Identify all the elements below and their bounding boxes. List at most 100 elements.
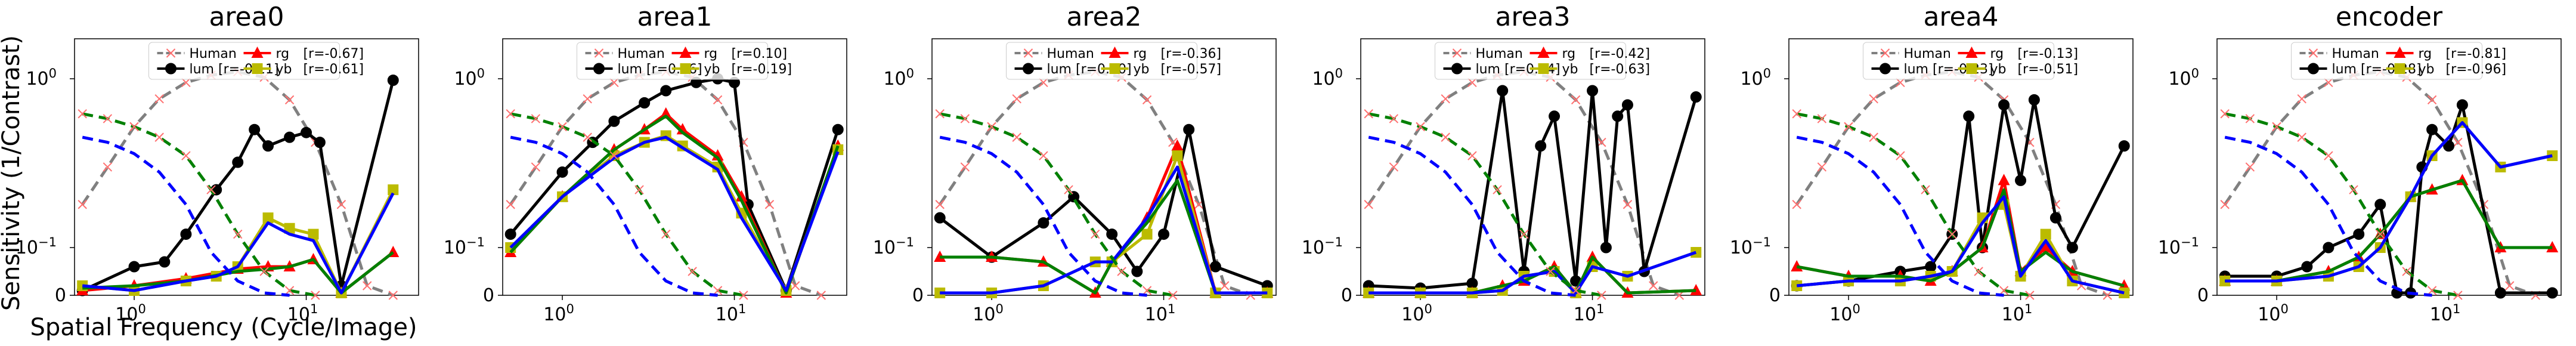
legend-label: Human bbox=[190, 47, 237, 61]
data-point-x bbox=[739, 291, 748, 300]
data-point-x bbox=[2324, 78, 2333, 88]
data-point-circle bbox=[2015, 174, 2027, 186]
legend-r-value: [r=-0.13] bbox=[2018, 47, 2079, 61]
data-point-triangle bbox=[1109, 47, 1121, 58]
series-rg bbox=[934, 139, 1274, 298]
data-point-x bbox=[1364, 109, 1373, 119]
data-point-x bbox=[935, 200, 945, 209]
legend-entry-yb: yb [r=-0.96] bbox=[2386, 62, 2506, 77]
series-human-rg bbox=[506, 109, 748, 300]
data-point-circle bbox=[249, 123, 261, 135]
legend-label: Human bbox=[618, 47, 665, 61]
y-tick-label: 100 bbox=[1312, 66, 1343, 89]
series-line bbox=[940, 165, 1268, 295]
data-point-x bbox=[960, 114, 970, 123]
data-point-x bbox=[713, 95, 723, 105]
axes-frame bbox=[74, 38, 419, 296]
data-point-circle bbox=[2374, 199, 2386, 211]
data-point-x bbox=[2297, 132, 2306, 142]
data-point-circle bbox=[1925, 261, 1937, 273]
data-point-x bbox=[336, 200, 346, 209]
data-point-x bbox=[1623, 200, 1633, 209]
data-point-square bbox=[2547, 150, 2558, 162]
data-point-x bbox=[154, 132, 164, 142]
legend-box bbox=[1435, 42, 1626, 80]
data-point-x bbox=[259, 267, 269, 276]
legend-box bbox=[2291, 42, 2482, 80]
data-point-triangle bbox=[1690, 284, 1702, 295]
data-point-x bbox=[154, 94, 164, 104]
legend-r-value: [r=-0.19] bbox=[732, 62, 792, 77]
series-rg bbox=[2219, 174, 2559, 286]
data-point-circle bbox=[2353, 228, 2365, 240]
legend-entry-Human: Human bbox=[157, 47, 237, 61]
data-point-triangle bbox=[2039, 241, 2052, 252]
data-point-x bbox=[1546, 267, 1555, 276]
data-point-x bbox=[181, 151, 191, 160]
data-point-x bbox=[1999, 286, 2009, 295]
data-point-x bbox=[2402, 267, 2411, 276]
data-point-square bbox=[2394, 63, 2405, 74]
data-point-x bbox=[103, 114, 113, 123]
data-point-x bbox=[594, 48, 604, 58]
series-human-yb bbox=[82, 135, 290, 297]
data-point-circle bbox=[2443, 140, 2455, 152]
y-tick-label: 10−1 bbox=[2158, 235, 2199, 258]
series-line bbox=[510, 112, 744, 297]
data-point-x bbox=[2427, 286, 2437, 295]
data-point-circle bbox=[284, 131, 296, 143]
x-tick-label: 101 bbox=[1574, 302, 1605, 325]
series-line bbox=[509, 135, 840, 292]
legend-label: Human bbox=[2332, 47, 2379, 61]
data-point-x bbox=[1896, 151, 1905, 160]
series-human-rg bbox=[1792, 109, 2035, 300]
data-point-x bbox=[1880, 48, 1890, 58]
y-tick-label: 10−1 bbox=[1730, 235, 1771, 258]
data-point-square bbox=[2119, 288, 2130, 298]
legend-box bbox=[1006, 42, 1197, 80]
data-point-x bbox=[388, 291, 398, 300]
data-point-x bbox=[103, 162, 113, 172]
series-human-yb bbox=[939, 135, 1147, 297]
series-human-yb bbox=[2224, 135, 2432, 297]
series-line bbox=[1368, 89, 1698, 290]
data-point-circle bbox=[2426, 123, 2438, 135]
y-tick-label: 10−1 bbox=[873, 235, 914, 258]
data-point-x bbox=[2453, 137, 2463, 147]
series-lum bbox=[504, 73, 844, 296]
legend-label: yb bbox=[276, 62, 292, 77]
series-yb-model bbox=[1796, 195, 2125, 295]
legend-label: rg bbox=[1134, 47, 1147, 61]
series-human-rg bbox=[78, 109, 320, 300]
series-yb-model bbox=[1368, 251, 1697, 295]
data-point-x bbox=[960, 162, 970, 172]
x-tick-label: 101 bbox=[716, 302, 747, 325]
data-point-circle bbox=[128, 261, 140, 273]
data-point-x bbox=[1597, 137, 1606, 147]
data-point-x bbox=[2220, 200, 2230, 209]
legend-r-value: [r=-0.67] bbox=[304, 47, 364, 61]
data-point-circle bbox=[1535, 140, 1547, 152]
data-point-x bbox=[531, 162, 541, 172]
series-line bbox=[1368, 112, 1602, 297]
data-point-x bbox=[1571, 286, 1581, 295]
legend-entry-yb: yb [r=-0.61] bbox=[243, 62, 364, 77]
x-tick-label: 100 bbox=[973, 302, 1004, 325]
data-point-x bbox=[1974, 267, 1983, 276]
data-point-circle bbox=[314, 137, 326, 149]
data-point-x bbox=[2324, 151, 2333, 160]
legend-entry-rg: rg [r=0.10] bbox=[671, 47, 787, 61]
chart-title: area1 bbox=[637, 2, 712, 32]
series-rg-model bbox=[940, 178, 1268, 295]
x-tick-label: 101 bbox=[2002, 302, 2033, 325]
chart-title: encoder bbox=[2336, 2, 2443, 32]
data-point-circle bbox=[1549, 110, 1561, 122]
data-point-triangle bbox=[660, 107, 672, 119]
legend-label: yb bbox=[704, 62, 720, 77]
data-point-x bbox=[1817, 162, 1827, 172]
